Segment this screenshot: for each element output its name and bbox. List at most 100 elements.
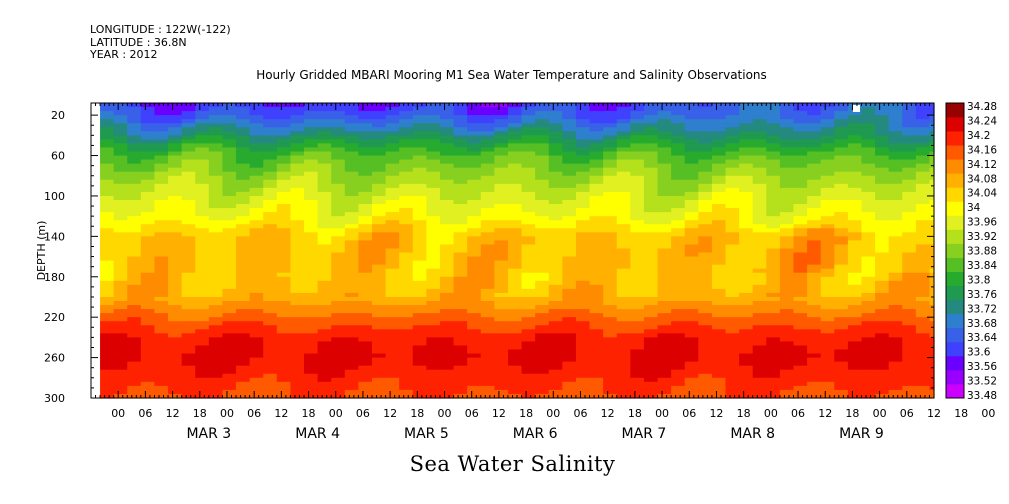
heatmap-cell bbox=[467, 147, 482, 153]
heatmap-cell bbox=[616, 143, 631, 149]
heatmap-cell bbox=[630, 236, 645, 241]
heatmap-cell bbox=[793, 329, 808, 334]
heatmap-cell bbox=[888, 216, 903, 221]
heatmap-cell bbox=[181, 119, 196, 124]
heatmap-cell bbox=[426, 329, 441, 334]
heatmap-cell bbox=[861, 325, 876, 330]
heatmap-cell bbox=[426, 244, 441, 250]
heatmap-cell bbox=[616, 357, 631, 363]
heatmap-cell bbox=[807, 381, 822, 387]
heatmap-cell bbox=[793, 195, 808, 201]
heatmap-cell bbox=[453, 357, 468, 363]
heatmap-cell bbox=[752, 349, 767, 355]
heatmap-cell bbox=[834, 333, 849, 338]
heatmap-cell bbox=[467, 232, 482, 237]
heatmap-cell bbox=[548, 365, 563, 371]
heatmap-cell bbox=[385, 256, 400, 262]
heatmap-cell bbox=[902, 333, 917, 338]
heatmap-cell bbox=[113, 139, 128, 145]
heatmap-cell bbox=[113, 179, 128, 185]
heatmap-cell bbox=[168, 341, 183, 347]
heatmap-cell bbox=[671, 296, 686, 302]
heatmap-cell bbox=[562, 159, 577, 165]
heatmap-cell bbox=[467, 143, 482, 149]
heatmap-cell bbox=[616, 296, 631, 302]
heatmap-cell bbox=[711, 139, 727, 145]
heatmap-cell bbox=[372, 292, 387, 298]
heatmap-cell bbox=[290, 345, 305, 351]
heatmap-cell bbox=[195, 191, 210, 197]
heatmap-cell bbox=[766, 329, 781, 334]
heatmap-cell bbox=[698, 187, 713, 193]
heatmap-cell bbox=[739, 341, 754, 347]
heatmap-cell bbox=[480, 296, 495, 302]
heatmap-cell bbox=[711, 119, 727, 124]
heatmap-cell bbox=[820, 280, 835, 286]
heatmap-cell bbox=[304, 333, 319, 338]
heatmap-cell bbox=[507, 284, 523, 290]
heatmap-cell bbox=[168, 163, 183, 169]
heatmap-cell bbox=[902, 232, 917, 237]
heatmap-cell bbox=[372, 272, 387, 278]
heatmap-cell bbox=[412, 252, 427, 258]
heatmap-cell bbox=[657, 321, 672, 326]
heatmap-cell bbox=[807, 228, 822, 233]
heatmap-cell bbox=[752, 147, 767, 153]
heatmap-cell bbox=[168, 337, 183, 343]
heatmap-cell bbox=[385, 232, 400, 237]
heatmap-cell bbox=[236, 393, 251, 399]
heatmap-cell bbox=[834, 292, 849, 298]
heatmap-cell bbox=[793, 280, 808, 286]
heatmap-cell bbox=[562, 220, 577, 225]
heatmap-cell bbox=[711, 212, 727, 217]
heatmap-cell bbox=[195, 103, 210, 108]
heatmap-cell bbox=[521, 232, 536, 237]
heatmap-cell bbox=[630, 179, 645, 185]
heatmap-cell bbox=[915, 252, 931, 258]
heatmap-cell bbox=[208, 228, 224, 233]
heatmap-cell bbox=[399, 296, 414, 302]
heatmap-cell bbox=[358, 357, 373, 363]
heatmap-cell bbox=[657, 365, 672, 371]
heatmap-cell bbox=[181, 228, 196, 233]
heatmap-cell bbox=[168, 115, 183, 120]
heatmap-cell bbox=[100, 131, 115, 136]
heatmap-cell bbox=[671, 228, 686, 233]
heatmap-cell bbox=[113, 361, 128, 367]
heatmap-cell bbox=[276, 309, 292, 314]
heatmap-cell bbox=[739, 329, 754, 334]
heatmap-cell bbox=[222, 131, 237, 136]
heatmap-cell bbox=[888, 296, 903, 302]
heatmap-cell bbox=[358, 131, 373, 136]
heatmap-cell bbox=[521, 143, 536, 149]
heatmap-cell bbox=[439, 195, 455, 201]
heatmap-cell bbox=[372, 325, 387, 330]
heatmap-cell bbox=[439, 212, 455, 217]
heatmap-cell bbox=[263, 284, 278, 290]
heatmap-cell bbox=[861, 248, 876, 254]
heatmap-cell bbox=[168, 155, 183, 161]
heatmap-cell bbox=[181, 309, 196, 314]
heatmap-cell bbox=[100, 373, 115, 379]
heatmap-cell bbox=[195, 341, 210, 347]
heatmap-cell bbox=[535, 337, 550, 343]
heatmap-cell bbox=[154, 143, 169, 149]
heatmap-cell bbox=[603, 296, 618, 302]
heatmap-cell bbox=[521, 123, 536, 128]
heatmap-cell bbox=[589, 264, 604, 270]
heatmap-cell bbox=[875, 159, 890, 165]
heatmap-cell bbox=[902, 171, 917, 177]
heatmap-cell bbox=[372, 309, 387, 314]
heatmap-cell bbox=[453, 305, 468, 310]
heatmap-cell bbox=[358, 276, 373, 282]
heatmap-cell bbox=[535, 147, 550, 153]
heatmap-cell bbox=[861, 361, 876, 367]
heatmap-cell bbox=[399, 175, 414, 181]
heatmap-cell bbox=[766, 284, 781, 290]
heatmap-cell bbox=[562, 119, 577, 124]
heatmap-cell bbox=[793, 171, 808, 177]
heatmap-cell bbox=[535, 195, 550, 201]
heatmap-cell bbox=[589, 365, 604, 371]
heatmap-cell bbox=[304, 349, 319, 355]
heatmap-cell bbox=[412, 127, 427, 132]
